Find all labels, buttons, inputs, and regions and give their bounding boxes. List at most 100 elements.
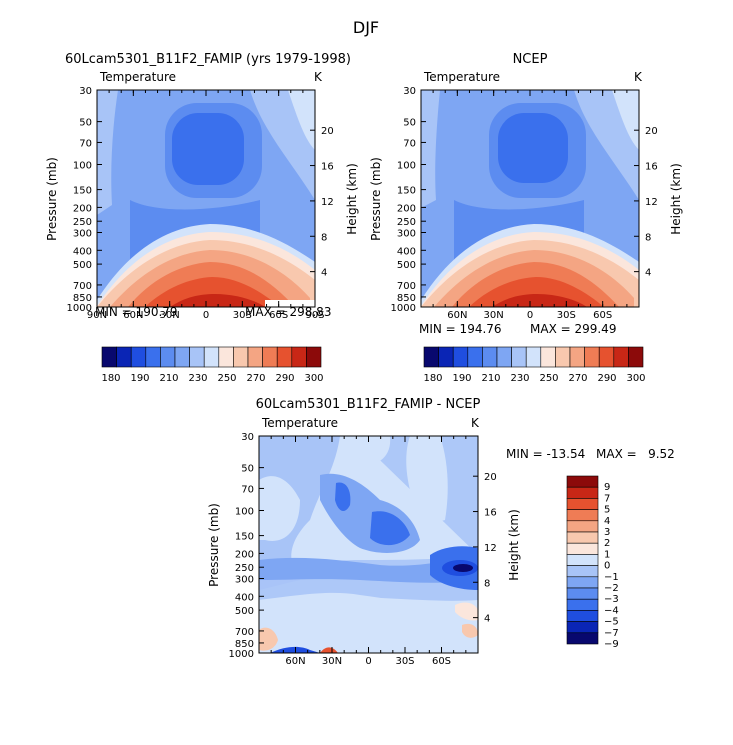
panel-model-missing-data xyxy=(265,300,315,307)
pressure-tick-label: 300 xyxy=(73,228,92,239)
height-tick-label: 4 xyxy=(484,614,490,625)
colorbar-label: −1 xyxy=(604,572,619,583)
height-tick-label: 4 xyxy=(645,268,651,279)
pressure-tick-label: 400 xyxy=(73,246,92,257)
panel-diff-band-p5-sfc xyxy=(320,647,338,653)
pressure-tick-label: 850 xyxy=(397,293,416,304)
lat-tick-label: 90S xyxy=(305,310,324,321)
panel-ncep-units: K xyxy=(634,70,643,84)
lat-tick-label: 30S xyxy=(233,310,252,321)
lat-tick-label: 30N xyxy=(484,310,504,321)
lat-tick-label: 60N xyxy=(123,310,143,321)
panel-model-units: K xyxy=(314,70,323,84)
colorbar-label: −7 xyxy=(604,628,619,639)
panel-diff-units: K xyxy=(471,416,480,430)
panel-diff-band-n4-b xyxy=(370,511,410,546)
colorbar-label: 2 xyxy=(604,538,610,549)
colorbar-swatch xyxy=(262,346,278,368)
pressure-tick-label: 200 xyxy=(73,203,92,214)
colorbar-swatch xyxy=(566,621,599,634)
colorbar-swatch xyxy=(566,632,599,645)
colorbar-label: 250 xyxy=(217,373,236,384)
colorbar-swatch xyxy=(566,587,599,600)
panel-model-title: 60Lcam5301_B11F2_FAMIP (yrs 1979-1998) xyxy=(65,52,351,67)
colorbar-swatch xyxy=(566,554,599,566)
colorbar-label: −3 xyxy=(604,594,619,605)
panel-ncep-axes: 3050701001502002503004005007008501000481… xyxy=(391,86,658,321)
pressure-tick-label: 700 xyxy=(73,281,92,292)
pressure-tick-label: 300 xyxy=(397,228,416,239)
panel-diff-field xyxy=(259,436,478,653)
colorbar-label: 5 xyxy=(604,505,610,516)
colorbar-swatch xyxy=(566,542,599,555)
colorbar-swatch xyxy=(566,475,599,488)
pressure-tick-label: 70 xyxy=(241,484,254,495)
height-tick-label: 12 xyxy=(645,197,658,208)
pressure-tick-label: 400 xyxy=(235,592,254,603)
colorbar-label: 210 xyxy=(159,373,178,384)
panel-model-colorbar: 180 190 210 230 250 270 290 300 xyxy=(101,346,324,384)
colorbar-label: 190 xyxy=(452,373,471,384)
colorbar-label: 7 xyxy=(604,493,610,504)
pressure-tick-label: 1000 xyxy=(391,303,416,314)
colorbar-label: 190 xyxy=(130,373,149,384)
pressure-tick-label: 400 xyxy=(397,246,416,257)
colorbar-label: −2 xyxy=(604,583,619,594)
colorbar-label: 300 xyxy=(626,373,645,384)
pressure-tick-label: 1000 xyxy=(67,303,92,314)
colorbar-swatch xyxy=(101,346,117,368)
colorbar-swatch xyxy=(189,346,205,368)
panel-diff-band-n2-nh xyxy=(259,436,340,590)
colorbar-swatch xyxy=(174,346,190,368)
pressure-tick-label: 200 xyxy=(397,203,416,214)
panel-diff-band-p2-a xyxy=(259,627,278,651)
height-tick-label: 16 xyxy=(645,162,658,173)
panel-ncep: NCEP Temperature K MIN = 194.76 MAX = 29… xyxy=(369,52,683,384)
colorbar-swatch xyxy=(496,346,512,368)
colorbar-swatch xyxy=(566,576,599,589)
pressure-tick-label: 850 xyxy=(73,293,92,304)
height-tick-label: 8 xyxy=(645,232,651,243)
lat-tick-label: 60S xyxy=(269,310,288,321)
colorbar-label: 4 xyxy=(604,516,610,527)
colorbar-swatch xyxy=(130,346,147,368)
lat-tick-label: 0 xyxy=(527,310,533,321)
height-tick-label: 8 xyxy=(321,232,327,243)
lat-tick-label: 60N xyxy=(447,310,467,321)
colorbar-label: −9 xyxy=(604,639,619,650)
colorbar-swatch xyxy=(306,346,322,368)
panel-model-ylabel-right: Height (km) xyxy=(345,163,359,234)
panel-model-min: MIN = 190.79 xyxy=(95,305,178,319)
panel-diff-max: MAX = 9.52 xyxy=(596,447,675,461)
pressure-tick-label: 200 xyxy=(235,549,254,560)
colorbar-label: 270 xyxy=(568,373,587,384)
pressure-tick-label: 250 xyxy=(397,217,416,228)
lat-tick-label: 30N xyxy=(322,656,342,667)
lat-tick-label: 30S xyxy=(557,310,576,321)
height-tick-label: 20 xyxy=(484,472,497,483)
panel-diff-ylabel-right: Height (km) xyxy=(507,509,521,580)
colorbar-swatch xyxy=(203,346,220,368)
pressure-tick-label: 500 xyxy=(397,260,416,271)
pressure-tick-label: 100 xyxy=(73,161,92,172)
pressure-tick-label: 500 xyxy=(73,260,92,271)
colorbar-label: 230 xyxy=(188,373,207,384)
colorbar-swatch xyxy=(566,520,599,533)
lat-tick-label: 30S xyxy=(395,656,414,667)
colorbar-swatch xyxy=(291,346,307,368)
colorbar-swatch xyxy=(566,531,599,544)
colorbar-swatch xyxy=(566,610,599,622)
pressure-tick-label: 250 xyxy=(235,563,254,574)
colorbar-swatch xyxy=(566,509,599,522)
pressure-tick-label: 700 xyxy=(397,281,416,292)
colorbar-label: 270 xyxy=(246,373,265,384)
panel-ncep-ylabel: Pressure (mb) xyxy=(369,157,383,241)
colorbar-label: 180 xyxy=(101,373,120,384)
pressure-tick-label: 700 xyxy=(235,627,254,638)
panel-model-band-200 xyxy=(172,113,244,185)
colorbar-label: 0 xyxy=(604,561,610,572)
height-tick-label: 20 xyxy=(321,126,334,137)
pressure-tick-label: 100 xyxy=(397,161,416,172)
height-tick-label: 20 xyxy=(645,126,658,137)
colorbar-swatch xyxy=(566,486,599,499)
